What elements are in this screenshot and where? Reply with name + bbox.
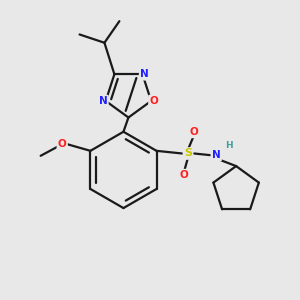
Text: O: O xyxy=(190,127,198,137)
Text: O: O xyxy=(180,170,188,180)
Text: H: H xyxy=(225,141,232,150)
Text: S: S xyxy=(184,148,192,158)
Text: N: N xyxy=(99,96,107,106)
Text: N: N xyxy=(212,150,220,160)
Text: N: N xyxy=(140,69,149,79)
Text: O: O xyxy=(149,96,158,106)
Text: O: O xyxy=(58,139,67,149)
